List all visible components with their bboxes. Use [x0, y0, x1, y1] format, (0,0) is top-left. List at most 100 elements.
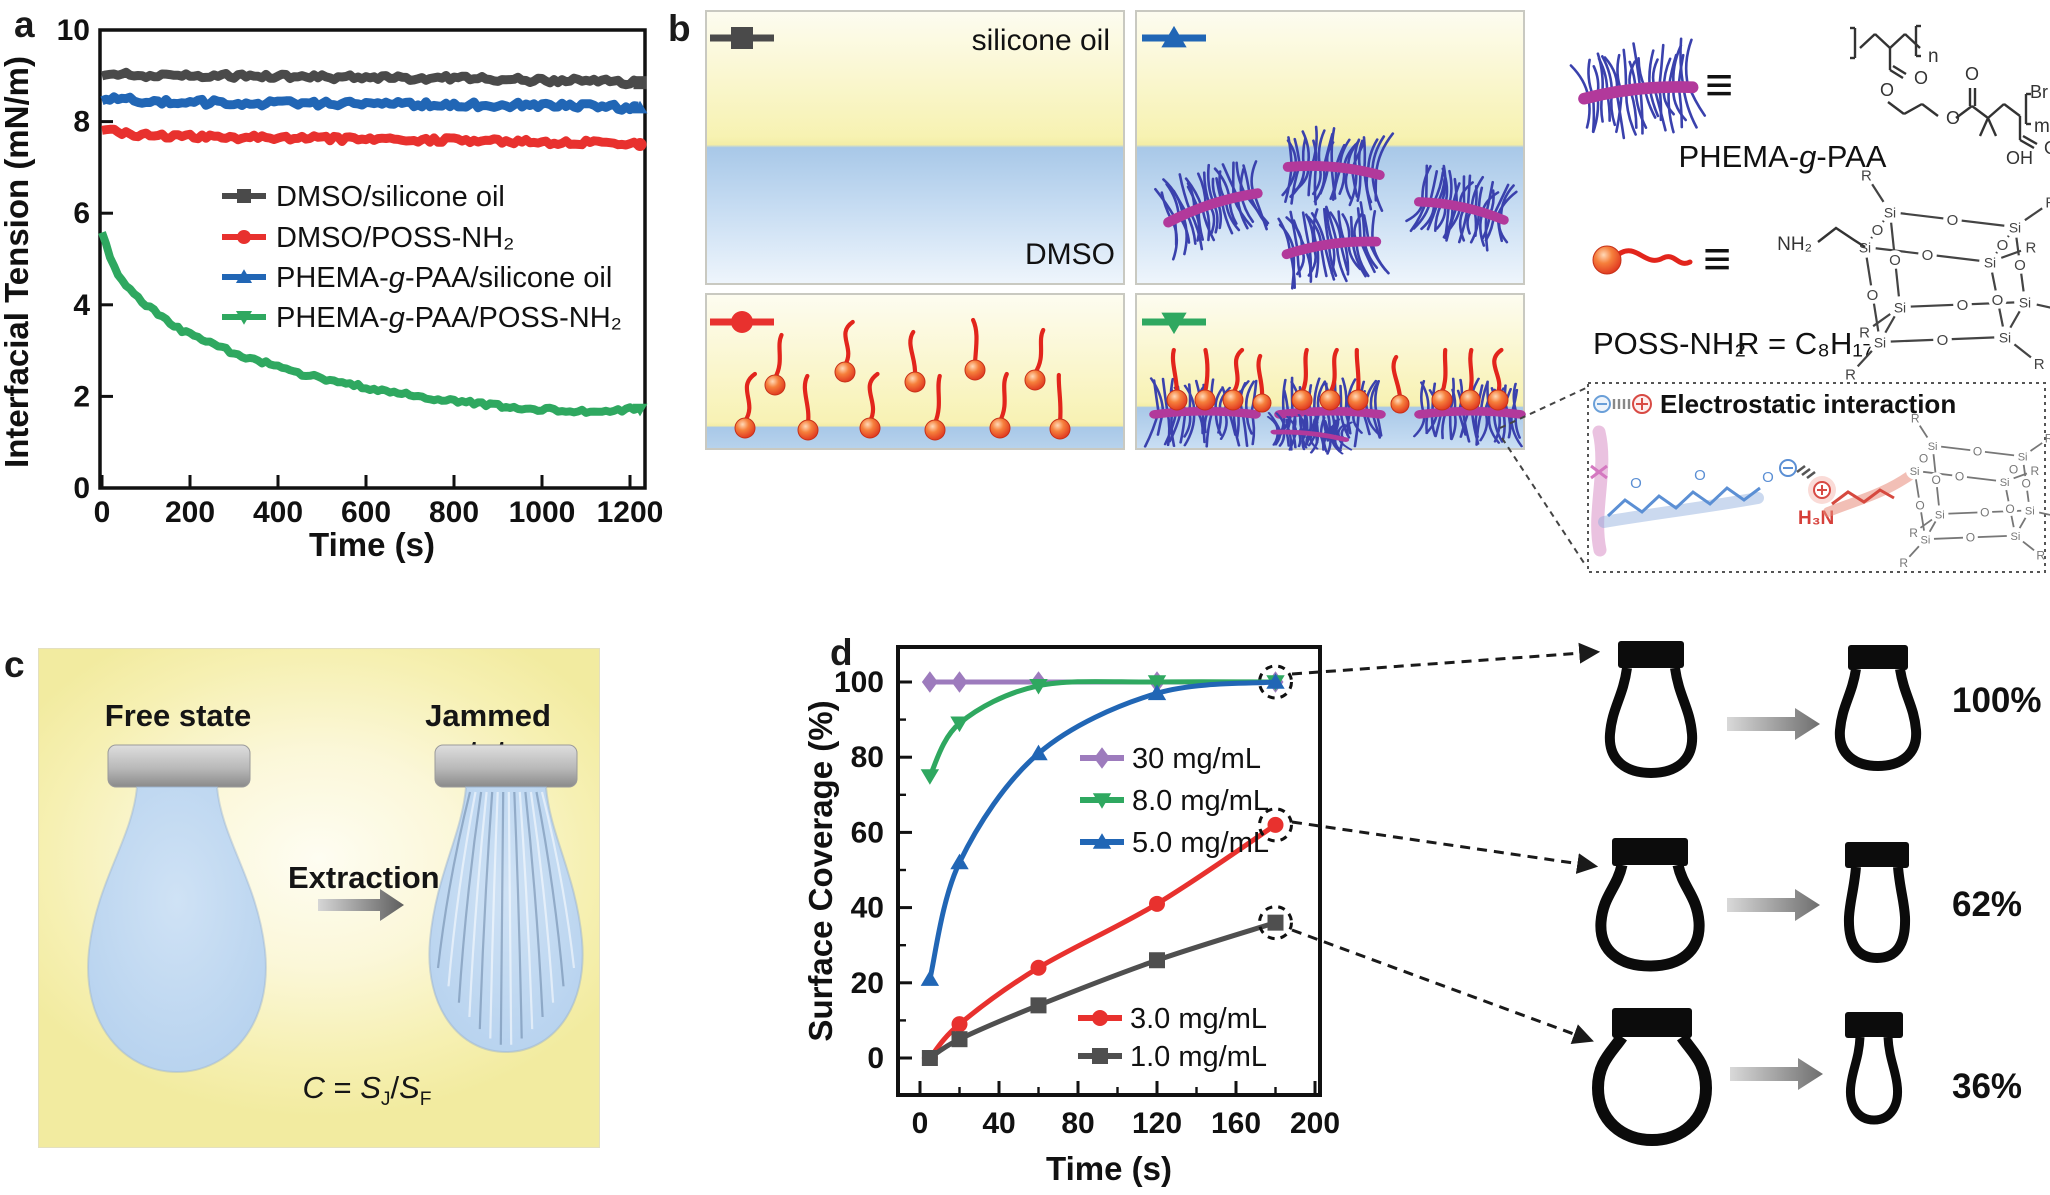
legend-label: 3.0 mg/mL	[1130, 1003, 1267, 1035]
legend-label: PHEMA-g-PAA/POSS-NH₂	[276, 302, 622, 334]
silicon-label: Si	[1874, 335, 1886, 350]
x-tick-label: 1000	[509, 496, 576, 529]
square-marker	[1267, 914, 1284, 931]
oxygen-label: O	[1872, 222, 1884, 239]
square-marker	[237, 189, 251, 203]
x-tick-label: 400	[253, 496, 303, 529]
x-tick-label: 80	[1061, 1107, 1094, 1140]
legend-item-5: 1.0 mg/mL	[1078, 1041, 1267, 1073]
tadpole-icon	[1592, 245, 1693, 275]
x-tick-label: 200	[165, 496, 215, 529]
silicon-label: Si	[2000, 477, 2010, 489]
y-tick-label: 100	[834, 666, 884, 699]
silicon-label: Si	[2010, 531, 2020, 543]
oxygen-label: O	[1946, 108, 1960, 128]
axes: 0 200 400 600 800 1000 1200 0 2 4 6 8 10 Time (s) Inte…	[0, 14, 663, 563]
triangle-down-marker	[632, 403, 648, 417]
needle-holder	[434, 744, 578, 788]
hedgehog-micelle	[1266, 412, 1353, 455]
tadpole-poss	[964, 317, 986, 381]
silicon-label: Si	[1894, 300, 1906, 315]
bromine-label: Br	[2030, 82, 2048, 102]
coverage-percent-label: 36%	[1952, 1067, 2022, 1106]
series-5-0-mg-mL	[920, 673, 1285, 986]
transition-arrow	[1727, 889, 1820, 921]
oxygen-label: O	[1965, 64, 1979, 84]
square-marker	[731, 27, 753, 49]
triangle-up-marker	[950, 853, 969, 870]
free-droplet	[87, 786, 267, 1074]
hydroxyl-label: OH	[2006, 148, 2033, 168]
legend-label: 30 mg/mL	[1132, 743, 1261, 775]
silicon-label: Si	[2019, 295, 2031, 310]
subpanel-series-marker	[710, 311, 774, 333]
oxygen-label: O	[1762, 469, 1774, 486]
legend-item-3: PHEMA-g-PAA/silicone oil	[222, 262, 612, 294]
diamond-marker	[951, 671, 968, 693]
panel-d-label: d	[830, 632, 853, 673]
square-marker	[1092, 1048, 1108, 1064]
pendant-droplet-photo	[1591, 1033, 1713, 1147]
triangle-up-marker	[1266, 673, 1285, 689]
highlight-circle	[1258, 664, 1293, 700]
oxygen-label: O	[1919, 452, 1928, 466]
silicon-label: Si	[2018, 452, 2028, 464]
r-group-label: R	[1845, 366, 1856, 383]
tadpole-poss	[1390, 354, 1410, 414]
tadpole-poss	[1347, 347, 1369, 411]
hedgehog-micelle	[1569, 37, 1707, 140]
oxygen-label: O	[2044, 138, 2050, 158]
triangle-down-marker	[1147, 675, 1167, 691]
y-tick-label: 0	[867, 1042, 884, 1075]
circle-marker	[237, 230, 251, 244]
r-group-label: R	[2045, 195, 2050, 212]
repeat-n-label: n	[1928, 46, 1939, 67]
tadpole-poss	[1319, 347, 1341, 411]
eq-s-jammed: S	[360, 1070, 381, 1105]
legend-item-3: 5.0 mg/mL	[1080, 827, 1269, 859]
y-tick-label: 0	[73, 472, 90, 505]
oxygen-label: O	[1914, 68, 1928, 88]
silicon-label: Si	[1984, 255, 1996, 270]
panel-c-droplets	[87, 744, 584, 1074]
panel-b-illustrations	[710, 25, 1587, 567]
square-marker	[921, 1050, 938, 1066]
tadpole-poss	[764, 332, 786, 396]
oxygen-label: O	[2022, 477, 2031, 491]
legend-label: 1.0 mg/mL	[1130, 1041, 1267, 1073]
triangle-down-marker	[235, 311, 253, 325]
hedgehog-micelle	[1154, 160, 1270, 261]
oxygen-label: O	[2005, 502, 2014, 516]
oxygen-label: O	[1932, 473, 1941, 487]
eq-c: C	[302, 1070, 325, 1105]
y-tick-label: 6	[73, 197, 90, 230]
circle-marker	[731, 311, 753, 333]
phema-g-paa-name: PHEMA-g-PAA	[1678, 139, 1887, 174]
legend-item-2: 8.0 mg/mL	[1080, 785, 1269, 817]
panel-b-bare-interface	[705, 10, 1125, 285]
panel-b-label: b	[668, 8, 691, 49]
series-1-0-mg-mL	[921, 905, 1293, 1066]
r-group-label: R	[1911, 412, 1920, 426]
triangle-down-marker	[1092, 793, 1112, 809]
tadpole-poss	[1252, 353, 1272, 413]
eq-sub-f: F	[419, 1089, 432, 1111]
pendant-droplet-photo	[1845, 1036, 1903, 1125]
triangle-down-marker	[950, 716, 969, 733]
r-group-label: R	[2030, 464, 2039, 478]
triangle-up-marker	[235, 269, 253, 283]
r-group-definition: R = C₈H₁₇	[1737, 326, 1874, 361]
tadpole-poss	[1024, 327, 1046, 391]
x-tick-label: 800	[429, 496, 479, 529]
silicon-label: Si	[1884, 205, 1896, 220]
circle-marker	[633, 138, 647, 151]
triangle-up-marker	[1029, 744, 1048, 761]
diamond-marker	[921, 671, 938, 693]
r-group-label: R	[2036, 549, 2045, 563]
hedgehog-micelle	[1277, 201, 1390, 290]
oxygen-label: O	[1915, 498, 1924, 512]
equivalence-symbol-1: ≡	[1705, 59, 1734, 112]
series-4	[98, 231, 648, 417]
triangle-up-marker	[632, 100, 648, 114]
highlight-circle	[1258, 905, 1293, 941]
